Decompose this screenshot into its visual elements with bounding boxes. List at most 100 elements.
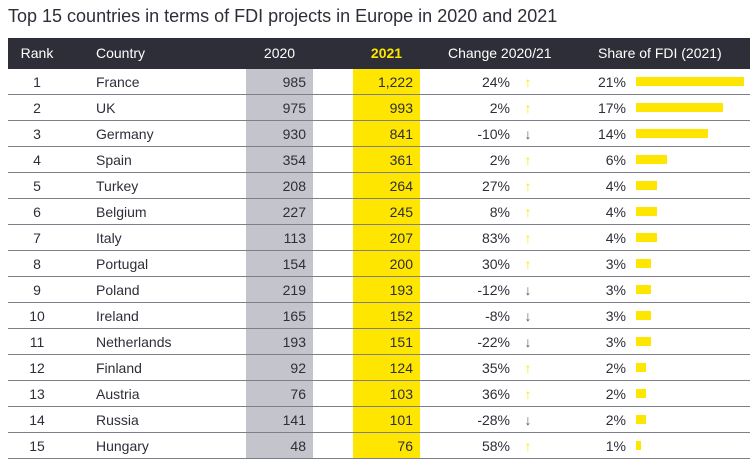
share-cell: 4%	[605, 204, 626, 220]
arrow-down-icon: ↓	[524, 412, 532, 428]
arrow-up-icon: ↑	[524, 230, 532, 246]
value-2020-cell: 975	[282, 100, 306, 116]
change-cell: -12%	[477, 282, 510, 298]
change-cell: 27%	[481, 178, 510, 194]
rank-cell: 9	[33, 282, 41, 298]
column-2021-highlight	[353, 69, 420, 459]
chart-title: Top 15 countries in terms of FDI project…	[8, 6, 558, 26]
rank-cell: 2	[33, 100, 41, 116]
country-cell: Italy	[96, 230, 122, 246]
value-2020-cell: 165	[282, 308, 306, 324]
value-2020-cell: 219	[282, 282, 306, 298]
country-cell: Turkey	[96, 178, 139, 194]
value-2021-cell: 993	[389, 100, 413, 116]
value-2020-cell: 76	[290, 386, 306, 402]
fdi-table: Rank Country 2020 2021 Change 2020/21 Sh…	[8, 38, 750, 459]
table-row: 10 Ireland 165 152 -8% ↓ 3%	[8, 303, 750, 329]
share-cell: 2%	[605, 386, 626, 402]
country-cell: Finland	[96, 360, 142, 376]
share-cell: 2%	[605, 360, 626, 376]
arrow-up-icon: ↑	[524, 438, 532, 454]
table-row: 2 UK 975 993 2% ↑ 17%	[8, 95, 750, 121]
rank-cell: 10	[29, 308, 45, 324]
arrow-up-icon: ↑	[524, 152, 532, 168]
change-cell: 35%	[481, 360, 510, 376]
share-bar	[636, 207, 657, 216]
arrow-up-icon: ↑	[524, 178, 532, 194]
country-cell: Belgium	[96, 204, 147, 220]
table-row: 1 France 985 1,222 24% ↑ 21%	[8, 69, 750, 95]
table-row: 14 Russia 141 101 -28% ↓ 2%	[8, 407, 750, 433]
country-cell: Poland	[96, 282, 140, 298]
value-2021-cell: 1,222	[377, 74, 413, 90]
header-rank: Rank	[20, 45, 54, 61]
change-cell: -28%	[477, 412, 510, 428]
table-row: 4 Spain 354 361 2% ↑ 6%	[8, 147, 750, 173]
value-2021-cell: 103	[389, 386, 413, 402]
arrow-down-icon: ↓	[524, 334, 532, 350]
rank-cell: 3	[33, 126, 41, 142]
share-bar	[636, 155, 667, 164]
change-cell: 30%	[481, 256, 510, 272]
value-2021-cell: 361	[389, 152, 413, 168]
value-2021-cell: 207	[389, 230, 413, 246]
arrow-up-icon: ↑	[524, 256, 532, 272]
value-2020-cell: 141	[282, 412, 306, 428]
change-cell: -22%	[477, 334, 510, 350]
rank-cell: 4	[33, 152, 41, 168]
table-row: 7 Italy 113 207 83% ↑ 4%	[8, 225, 750, 251]
value-2020-cell: 985	[282, 74, 306, 90]
arrow-up-icon: ↑	[524, 74, 532, 90]
header-change: Change 2020/21	[448, 45, 552, 61]
value-2020-cell: 92	[290, 360, 306, 376]
table-row: 11 Netherlands 193 151 -22% ↓ 3%	[8, 329, 750, 355]
share-bar	[636, 77, 744, 86]
change-cell: 2%	[489, 100, 510, 116]
value-2020-cell: 113	[283, 230, 306, 246]
share-cell: 1%	[605, 438, 626, 454]
value-2021-cell: 101	[389, 412, 413, 428]
share-bar	[636, 363, 646, 372]
share-cell: 21%	[597, 74, 626, 90]
change-cell: 58%	[481, 438, 510, 454]
country-cell: Ireland	[96, 308, 139, 324]
rank-cell: 7	[33, 230, 41, 246]
value-2020-cell: 930	[282, 126, 306, 142]
share-cell: 3%	[605, 334, 626, 350]
value-2020-cell: 227	[282, 204, 306, 220]
share-bar	[636, 337, 651, 346]
share-bar	[636, 441, 641, 450]
value-2021-cell: 200	[389, 256, 413, 272]
table-row: 15 Hungary 48 76 58% ↑ 1%	[8, 433, 750, 459]
country-cell: France	[96, 74, 140, 90]
table-row: 6 Belgium 227 245 8% ↑ 4%	[8, 199, 750, 225]
table-row: 5 Turkey 208 264 27% ↑ 4%	[8, 173, 750, 199]
value-2020-cell: 193	[282, 334, 306, 350]
share-cell: 3%	[605, 282, 626, 298]
arrow-down-icon: ↓	[524, 282, 532, 298]
country-cell: Russia	[96, 412, 139, 428]
change-cell: 83%	[481, 230, 510, 246]
share-cell: 17%	[597, 100, 626, 116]
value-2021-cell: 245	[389, 204, 413, 220]
table-row: 3 Germany 930 841 -10% ↓ 14%	[8, 121, 750, 147]
country-cell: Spain	[96, 152, 132, 168]
share-cell: 3%	[605, 308, 626, 324]
share-bar	[636, 389, 646, 398]
rank-cell: 11	[29, 334, 45, 350]
value-2021-cell: 193	[389, 282, 413, 298]
value-2020-cell: 154	[282, 256, 306, 272]
table-header: Rank Country 2020 2021 Change 2020/21 Sh…	[8, 38, 750, 69]
share-bar	[636, 285, 651, 294]
arrow-down-icon: ↓	[524, 308, 532, 324]
share-bar	[636, 415, 646, 424]
value-2020-cell: 208	[282, 178, 306, 194]
table-row: 8 Portugal 154 200 30% ↑ 3%	[8, 251, 750, 277]
arrow-up-icon: ↑	[524, 204, 532, 220]
table-row: 12 Finland 92 124 35% ↑ 2%	[8, 355, 750, 381]
table-body: 1 France 985 1,222 24% ↑ 21% 2 UK 975 993 2% ↑ 17% 3 Ge…	[8, 69, 750, 459]
share-cell: 3%	[605, 256, 626, 272]
table-row: 13 Austria 76 103 36% ↑ 2%	[8, 381, 750, 407]
rank-cell: 12	[29, 360, 45, 376]
share-bar	[636, 181, 657, 190]
